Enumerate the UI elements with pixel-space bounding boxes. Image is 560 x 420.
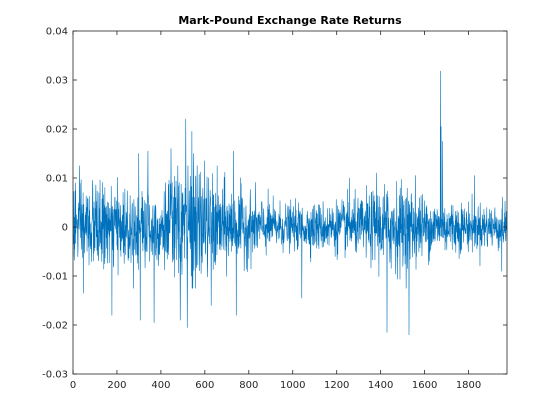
- x-tick-label: 400: [151, 380, 170, 391]
- y-tick-label: 0.03: [46, 76, 68, 87]
- axes-box: [72, 30, 508, 375]
- x-tick-label: 1400: [368, 380, 393, 391]
- y-tick-label: 0: [62, 223, 68, 234]
- series-line: [72, 70, 508, 336]
- x-tick-label: 1600: [412, 380, 437, 391]
- plot-area: [73, 31, 507, 374]
- x-tick-label: 200: [107, 380, 126, 391]
- x-tick-label: 800: [239, 380, 258, 391]
- x-tick-label: 1200: [324, 380, 349, 391]
- series-layer: [72, 70, 508, 336]
- x-tick-label: 1800: [456, 380, 481, 391]
- y-tick-label: 0.01: [46, 174, 68, 185]
- x-tick-label: 600: [195, 380, 214, 391]
- y-tick-label: 0.02: [46, 125, 68, 136]
- x-tick-label: 1000: [280, 380, 305, 391]
- y-tick-label: -0.02: [42, 321, 68, 332]
- axes-layer: 0 200 400 600 800 1000 1200 1400 1600 1800 -0.03 -0…: [42, 27, 508, 391]
- y-tick-label: -0.03: [42, 370, 68, 381]
- x-tick-label: 0: [70, 380, 76, 391]
- y-tick-label: 0.04: [46, 27, 68, 38]
- chart-title: Mark-Pound Exchange Rate Returns: [178, 14, 402, 27]
- y-tick-label: -0.01: [42, 272, 68, 283]
